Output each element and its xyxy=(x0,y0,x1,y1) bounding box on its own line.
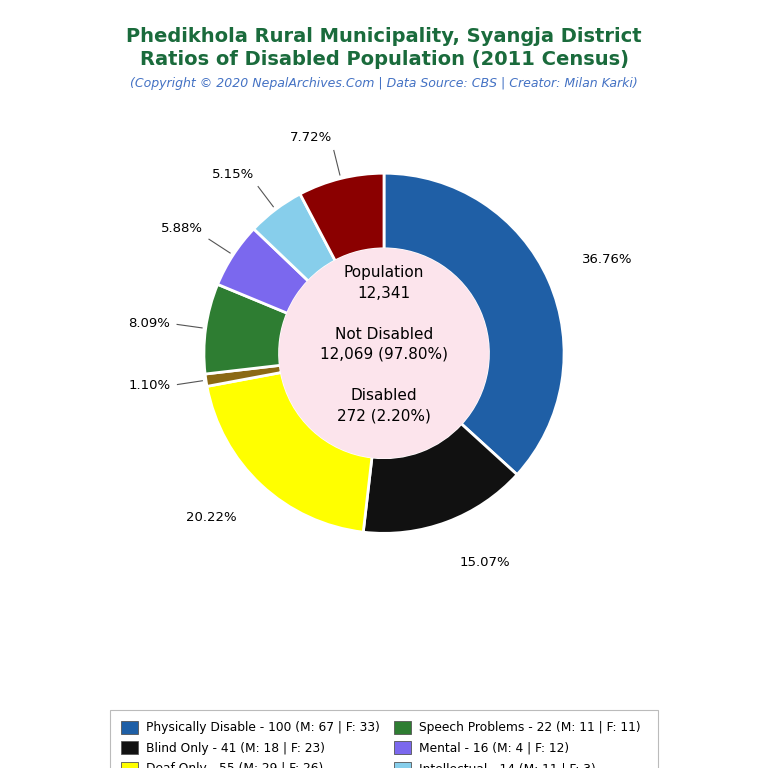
Circle shape xyxy=(280,249,488,458)
Text: 5.88%: 5.88% xyxy=(161,222,203,235)
Wedge shape xyxy=(205,366,281,386)
Text: 36.76%: 36.76% xyxy=(581,253,632,266)
Legend: Physically Disable - 100 (M: 67 | F: 33), Blind Only - 41 (M: 18 | F: 23), Deaf : Physically Disable - 100 (M: 67 | F: 33)… xyxy=(111,710,657,768)
Text: 7.72%: 7.72% xyxy=(290,131,332,144)
Text: 5.15%: 5.15% xyxy=(211,168,253,180)
Text: 8.09%: 8.09% xyxy=(128,317,170,330)
Wedge shape xyxy=(300,174,384,261)
Wedge shape xyxy=(217,229,309,313)
Text: Phedikhola Rural Municipality, Syangja District: Phedikhola Rural Municipality, Syangja D… xyxy=(126,27,642,46)
Text: 20.22%: 20.22% xyxy=(186,511,237,525)
Wedge shape xyxy=(363,424,517,533)
Wedge shape xyxy=(204,284,287,374)
Text: (Copyright © 2020 NepalArchives.Com | Data Source: CBS | Creator: Milan Karki): (Copyright © 2020 NepalArchives.Com | Da… xyxy=(130,77,638,90)
Text: 1.10%: 1.10% xyxy=(128,379,170,392)
Wedge shape xyxy=(207,372,372,532)
Wedge shape xyxy=(384,174,564,475)
Text: Population
12,341

Not Disabled
12,069 (97.80%)

Disabled
272 (2.20%): Population 12,341 Not Disabled 12,069 (9… xyxy=(320,266,448,423)
Text: 15.07%: 15.07% xyxy=(460,556,511,568)
Text: Ratios of Disabled Population (2011 Census): Ratios of Disabled Population (2011 Cens… xyxy=(140,50,628,69)
Wedge shape xyxy=(253,194,336,281)
